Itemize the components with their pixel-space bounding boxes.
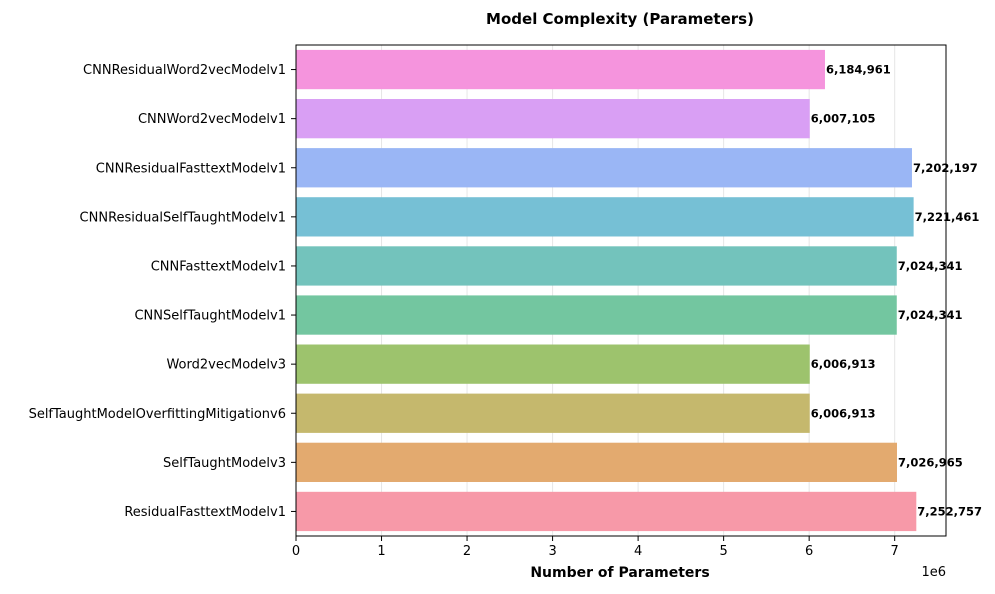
x-tick-label: 2: [463, 544, 471, 559]
bar: [296, 491, 917, 532]
data-label: 7,221,461: [915, 210, 980, 224]
y-tick-label: SelfTaughtModelOverfittingMitigationv6: [29, 407, 286, 422]
y-tick-label: CNNFasttextModelv1: [151, 259, 286, 274]
bar: [296, 393, 810, 433]
y-tick-label: CNNResidualFasttextModelv1: [96, 161, 286, 176]
y-tick-label: SelfTaughtModelv3: [163, 456, 286, 471]
x-tick-label: 0: [292, 544, 300, 559]
x-tick-label: 6: [805, 544, 813, 559]
bar: [296, 344, 810, 384]
y-tick-label: CNNSelfTaughtModelv1: [134, 309, 286, 324]
data-label: 7,024,341: [898, 259, 963, 273]
x-axis-label: Number of Parameters: [530, 565, 709, 581]
bar: [296, 442, 897, 482]
data-label: 7,202,197: [913, 161, 978, 175]
x-tick-label: 3: [548, 544, 556, 559]
bar: [296, 148, 912, 188]
axes: [291, 44, 947, 541]
labels: 0 1 2 3 4 5 6 7 ResidualFasttextModelv1 7,252,757…: [29, 63, 982, 559]
y-tick-label: ResidualFasttextModelv1: [124, 505, 286, 520]
x-tick-label: 1: [377, 544, 385, 559]
x-tick-label: 4: [634, 544, 642, 559]
data-label: 7,252,757: [917, 504, 982, 518]
bar: [296, 197, 914, 237]
x-scale-offset-label: 1e6: [921, 565, 946, 580]
y-tick-label: CNNResidualWord2vecModelv1: [83, 63, 286, 78]
x-tick-label: 7: [891, 544, 899, 559]
y-tick-label: CNNResidualSelfTaughtModelv1: [80, 210, 286, 225]
y-tick-label: Word2vecModelv3: [166, 358, 286, 373]
data-label: 7,026,965: [898, 455, 963, 469]
plot-frame: [295, 44, 947, 537]
data-label: 6,006,913: [811, 406, 876, 420]
bar: [296, 246, 897, 286]
bar: [296, 99, 810, 139]
bars: [296, 49, 917, 532]
x-tick-label: 5: [719, 544, 727, 559]
data-label: 6,006,913: [811, 357, 876, 371]
data-label: 7,024,341: [898, 308, 963, 322]
chart-title: Model Complexity (Parameters): [486, 10, 754, 28]
data-label: 6,184,961: [826, 63, 891, 77]
data-label: 6,007,105: [811, 112, 876, 126]
bar: [296, 49, 825, 90]
y-tick-label: CNNWord2vecModelv1: [138, 112, 286, 127]
bar: [296, 295, 897, 335]
